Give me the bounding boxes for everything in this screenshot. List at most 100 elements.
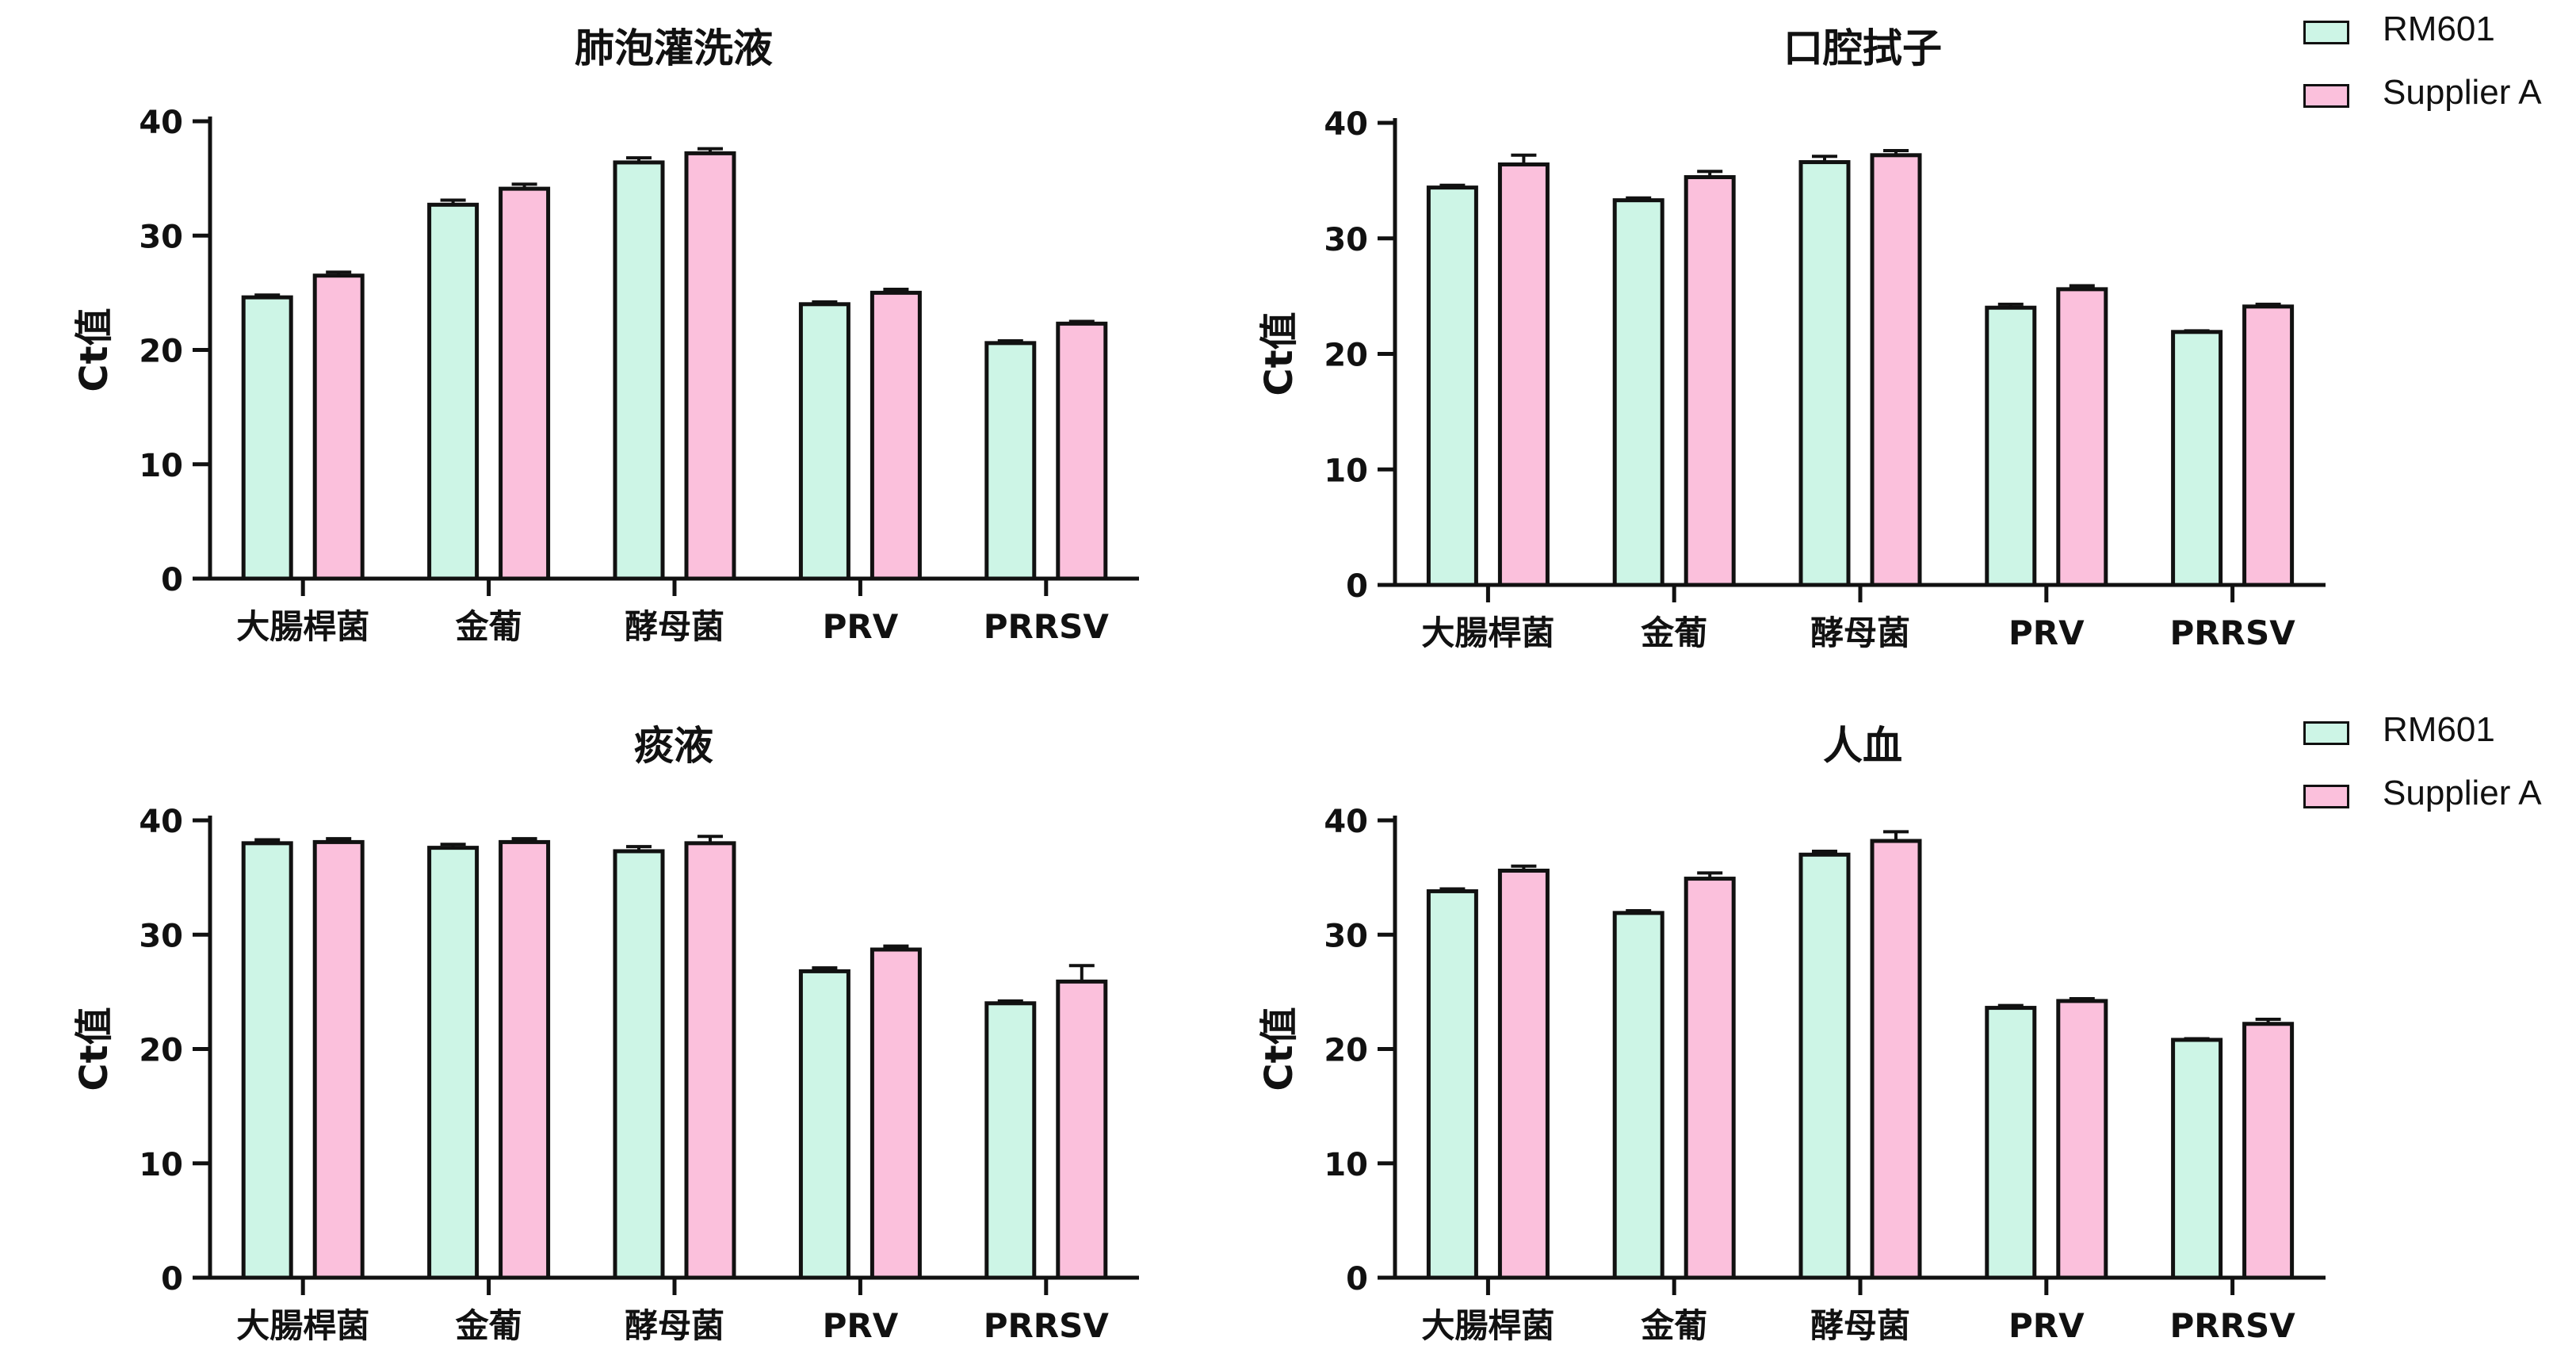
bar: [1426, 889, 1478, 1280]
y-tick-label: 10: [139, 448, 183, 484]
x-tick-label: 金葡: [455, 607, 522, 646]
bar: [869, 290, 922, 581]
legend-item-supplier-a: Supplier A: [2303, 67, 2576, 130]
bar: [312, 273, 365, 581]
y-tick-label: 40: [1324, 804, 1368, 840]
bar: [427, 846, 480, 1280]
bar: [2056, 287, 2108, 587]
y-tick-label: 40: [139, 804, 183, 840]
bar: [984, 1001, 1037, 1280]
bar: [684, 841, 736, 1280]
legend-item-supplier-a: Supplier A: [2303, 767, 2576, 831]
bar: [1870, 839, 1922, 1280]
x-tick-label: PRRSV: [984, 1306, 1110, 1345]
bar: [869, 947, 922, 1280]
x-tick-label: 大腸桿菌: [236, 607, 369, 646]
chart-title: 人血: [1823, 723, 1902, 769]
x-tick-label: 金葡: [1640, 1306, 1707, 1345]
bar: [241, 841, 293, 1280]
legend-swatch-supplier-a: [2303, 84, 2349, 108]
legend-swatch-rm601: [2303, 21, 2349, 44]
bar: [1612, 198, 1664, 587]
x-tick-label: 酵母菌: [1810, 613, 1910, 652]
bar: [1497, 162, 1550, 587]
y-tick-label: 30: [1324, 222, 1368, 258]
bar: [1684, 877, 1736, 1280]
bar: [613, 160, 665, 581]
bar: [684, 151, 736, 581]
x-tick-label: 酵母菌: [625, 1306, 724, 1345]
y-tick-label: 0: [1346, 1261, 1368, 1297]
bar: [2171, 330, 2223, 587]
x-tick-label: PRRSV: [984, 607, 1110, 646]
x-tick-label: 金葡: [1640, 613, 1707, 652]
y-tick-label: 0: [1346, 568, 1368, 605]
legend-item-rm601: RM601: [2303, 704, 2576, 767]
y-tick-label: 0: [161, 1261, 183, 1297]
legend-label-supplier-a: Supplier A: [2383, 774, 2542, 812]
bar: [798, 969, 850, 1280]
bar: [499, 839, 551, 1280]
legend-label-rm601: RM601: [2383, 10, 2495, 48]
bar: [1870, 153, 1922, 587]
y-tick-label: 30: [139, 918, 183, 954]
y-axis-label: Ct值: [1257, 1007, 1301, 1091]
x-tick-label: 大腸桿菌: [236, 1306, 369, 1345]
legend-label-supplier-a: Supplier A: [2383, 73, 2542, 112]
bar: [2056, 999, 2108, 1280]
bar: [1056, 321, 1108, 581]
bar: [1497, 868, 1550, 1280]
bar: [2171, 1038, 2223, 1280]
x-tick-label: PRRSV: [2169, 613, 2295, 652]
y-axis-label: Ct值: [1257, 311, 1301, 396]
legend-bottom: RM601 Supplier A: [2303, 704, 2576, 831]
x-tick-label: PRRSV: [2169, 1306, 2295, 1345]
bar: [427, 202, 480, 581]
legend-item-rm601: RM601: [2303, 3, 2576, 67]
chart-title: 肺泡灌洗液: [575, 25, 773, 71]
chart-title: 痰液: [634, 723, 713, 769]
bar: [1426, 185, 1478, 587]
y-axis-label: Ct值: [72, 1007, 117, 1091]
y-tick-label: 0: [161, 562, 183, 598]
y-tick-label: 40: [1324, 106, 1368, 143]
bar: [1684, 175, 1736, 587]
y-tick-label: 20: [1324, 338, 1368, 374]
x-tick-label: PRV: [2008, 613, 2085, 652]
x-tick-label: 大腸桿菌: [1421, 613, 1554, 652]
bar: [1612, 911, 1664, 1280]
legend-label-rm601: RM601: [2383, 710, 2495, 749]
bar: [499, 186, 551, 581]
bar: [613, 849, 665, 1280]
y-tick-label: 10: [139, 1147, 183, 1183]
x-tick-label: PRV: [823, 1306, 899, 1345]
legend-top: RM601 Supplier A: [2303, 3, 2576, 130]
y-tick-label: 10: [1324, 453, 1368, 489]
legend-swatch-supplier-a: [2303, 785, 2349, 808]
x-tick-label: 酵母菌: [625, 607, 724, 646]
y-tick-label: 20: [139, 1033, 183, 1069]
bar: [2242, 304, 2295, 587]
bar: [984, 341, 1037, 581]
x-tick-label: PRV: [823, 607, 899, 646]
y-tick-label: 10: [1324, 1147, 1368, 1183]
bar: [1798, 160, 1851, 587]
y-tick-label: 20: [1324, 1033, 1368, 1069]
x-tick-label: 大腸桿菌: [1421, 1306, 1554, 1345]
chart-title: 口腔拭子: [1783, 25, 1942, 71]
y-axis-label: Ct值: [72, 308, 117, 392]
bar: [312, 839, 365, 1280]
bar: [798, 302, 850, 581]
bar: [1985, 1006, 2037, 1280]
bar: [241, 295, 293, 581]
y-tick-label: 20: [139, 334, 183, 370]
legend-swatch-rm601: [2303, 721, 2349, 745]
x-tick-label: 酵母菌: [1810, 1306, 1910, 1345]
bar: [1798, 852, 1851, 1280]
bar: [1056, 979, 1108, 1280]
x-tick-label: 金葡: [455, 1306, 522, 1345]
y-tick-label: 40: [139, 105, 183, 141]
bar: [1985, 305, 2037, 587]
bar: [2242, 1022, 2295, 1280]
